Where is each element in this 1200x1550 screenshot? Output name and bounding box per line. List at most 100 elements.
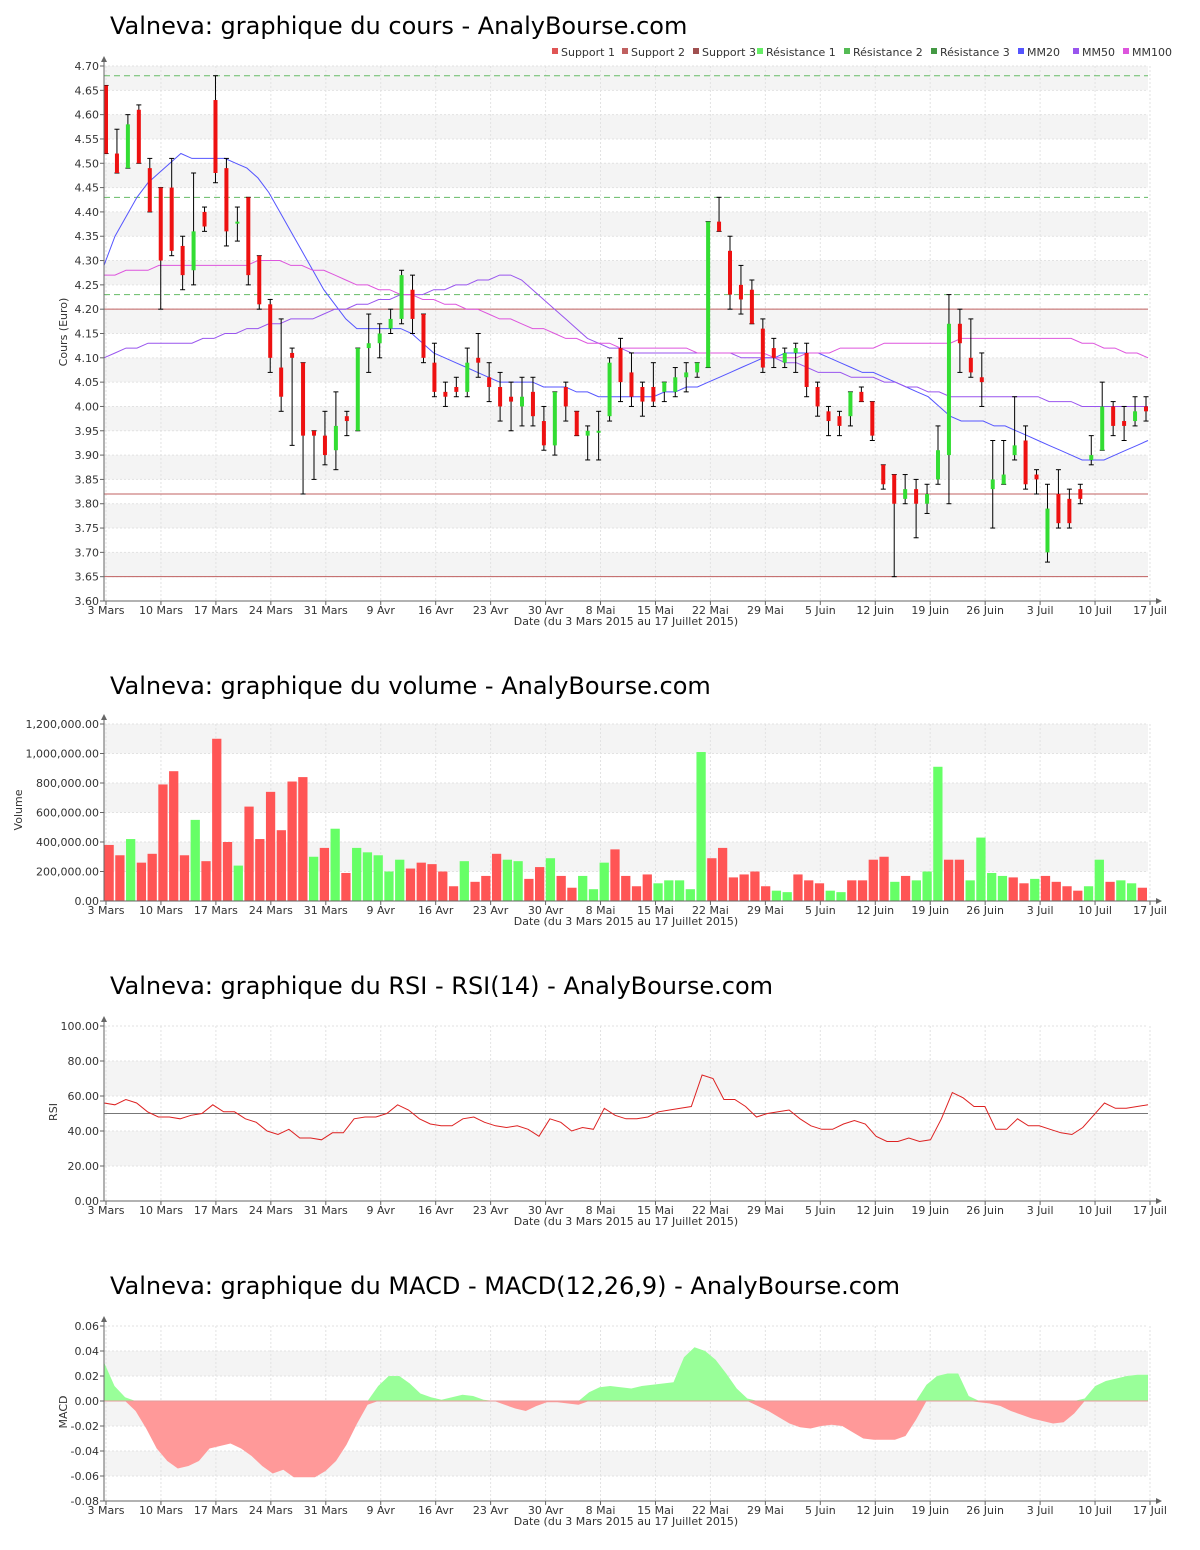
candle	[114, 128, 120, 174]
rsi-line	[103, 1074, 1149, 1143]
y-tick-label: 4.65	[75, 84, 100, 97]
candle-body	[158, 187, 163, 261]
candle	[1121, 405, 1127, 441]
candle-body	[695, 362, 700, 373]
y-tick-label: 1,200,000.00	[26, 718, 99, 731]
candle-body	[191, 231, 196, 271]
candle	[738, 264, 744, 315]
candle	[1088, 435, 1094, 466]
y-tick-label: 0.02	[75, 1370, 100, 1383]
x-tick-label: 8 Mai	[586, 1204, 616, 1217]
y-tick-label: -0.04	[71, 1445, 99, 1458]
volume-bar	[222, 842, 233, 901]
candle	[804, 342, 810, 398]
candle-body	[541, 421, 546, 446]
candle-body	[104, 85, 108, 154]
volume-bar	[664, 880, 674, 901]
y-tick-label: 4.40	[75, 206, 100, 219]
y-tick-label: 4.70	[75, 60, 100, 73]
volume-bar	[599, 862, 609, 901]
volume-bar	[255, 839, 265, 901]
volume-bar	[416, 862, 426, 901]
candle-body	[936, 450, 940, 480]
x-tick-label: 26 Juin	[966, 604, 1004, 617]
y-tick-label: 60.00	[68, 1090, 100, 1103]
y-tick-label: 4.20	[75, 303, 100, 316]
x-tick-label: 3 Juil	[1027, 904, 1054, 917]
candle	[125, 114, 131, 169]
candle	[147, 157, 153, 213]
volume-bar	[491, 853, 502, 901]
candle	[431, 342, 437, 398]
x-tick-label: 26 Juin	[966, 904, 1004, 917]
candle-body	[925, 494, 930, 504]
volume-bar	[265, 791, 276, 901]
x-tick-label: 17 Juil	[1133, 604, 1167, 617]
y-tick-label: 0.06	[75, 1320, 100, 1333]
y-tick-label: 3.60	[75, 595, 100, 608]
x-tick-label: 17 Juil	[1133, 1204, 1167, 1217]
rsi-chart-xlabel: Date (du 3 Mars 2015 au 17 Juillet 2015)	[514, 1215, 738, 1228]
candle	[158, 187, 164, 310]
y-axis-arrow	[101, 1316, 107, 1322]
volume-bar	[276, 830, 286, 901]
candle-body	[410, 289, 415, 319]
volume-bar	[739, 874, 749, 901]
macd-chart: Valneva: graphique du MACD - MACD(12,26,…	[57, 1272, 1167, 1528]
x-tick-label: 16 Avr	[418, 1504, 454, 1517]
candle	[1077, 483, 1083, 505]
candle-body	[684, 372, 689, 378]
candle	[1055, 469, 1061, 529]
x-tick-label: 5 Juin	[805, 904, 836, 917]
legend-item: Support 3	[693, 46, 756, 59]
candle-body	[301, 362, 306, 436]
y-tick-label: 3.70	[75, 546, 100, 559]
volume-bar	[1019, 883, 1029, 901]
x-tick-label: 3 Mars	[88, 904, 125, 917]
volume-bar	[771, 890, 782, 901]
grid-band	[104, 724, 1148, 754]
price-chart: Valneva: graphique du cours - AnalyBours…	[57, 12, 1172, 628]
candle-body	[563, 387, 568, 407]
volume-bar	[1105, 881, 1115, 901]
x-tick-label: 17 Mars	[194, 904, 238, 917]
volume-bar	[201, 861, 211, 901]
candle-body	[257, 255, 262, 305]
volume-bar	[857, 880, 868, 901]
x-tick-label: 10 Juil	[1078, 604, 1112, 617]
candle-body	[1078, 489, 1083, 499]
candle-body	[706, 221, 711, 368]
candle	[574, 410, 580, 437]
candle	[1023, 425, 1029, 490]
price-legend: Support 1 Support 2 Support 3 Résistance 1 R…	[552, 46, 1172, 59]
y-tick-label: 4.35	[75, 230, 100, 243]
x-tick-label: 19 Juin	[911, 604, 949, 617]
candle-body	[520, 396, 524, 407]
x-tick-label: 17 Juil	[1133, 904, 1167, 917]
x-tick-label: 19 Juin	[911, 1504, 949, 1517]
legend-swatch	[622, 48, 628, 54]
volume-bar	[707, 858, 717, 901]
y-tick-label: 3.95	[75, 425, 100, 438]
candle	[344, 410, 350, 437]
volume-bar	[136, 862, 147, 901]
candle-body	[147, 168, 152, 212]
x-tick-label: 10 Mars	[139, 1504, 183, 1517]
candle-body	[596, 430, 601, 433]
candle	[508, 381, 514, 432]
legend-item: Résistance 1	[757, 46, 836, 59]
x-tick-label: 17 Mars	[194, 1504, 238, 1517]
candle-body	[826, 411, 831, 422]
candle-body	[892, 474, 897, 504]
candle	[694, 362, 700, 378]
y-axis-arrow	[101, 714, 107, 720]
volume-bar	[352, 847, 362, 901]
legend-item: Résistance 2	[844, 46, 923, 59]
x-tick-label: 23 Avr	[473, 604, 509, 617]
candle	[1143, 396, 1149, 422]
volume-bar	[212, 738, 222, 901]
x-tick-label: 29 Mai	[747, 1204, 784, 1217]
candle-body	[585, 430, 590, 436]
candle	[212, 75, 218, 184]
volume-bar	[782, 892, 792, 901]
